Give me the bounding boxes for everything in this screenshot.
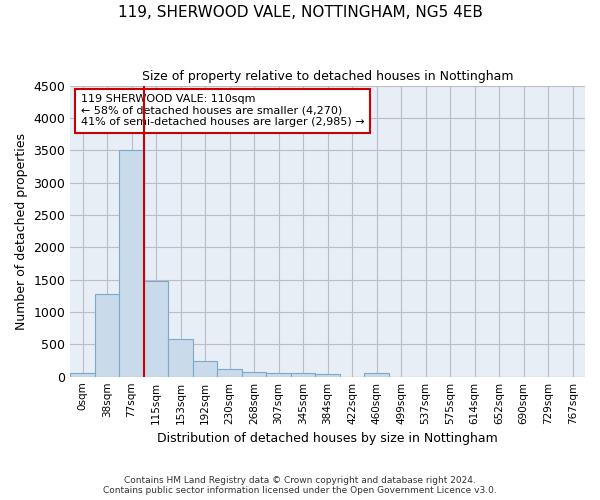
Bar xyxy=(266,373,291,376)
X-axis label: Distribution of detached houses by size in Nottingham: Distribution of detached houses by size … xyxy=(157,432,498,445)
Bar xyxy=(217,369,242,376)
Text: 119, SHERWOOD VALE, NOTTINGHAM, NG5 4EB: 119, SHERWOOD VALE, NOTTINGHAM, NG5 4EB xyxy=(118,5,482,20)
Bar xyxy=(291,374,316,376)
Bar xyxy=(316,374,340,376)
Title: Size of property relative to detached houses in Nottingham: Size of property relative to detached ho… xyxy=(142,70,514,83)
Bar xyxy=(119,150,144,376)
Bar xyxy=(169,339,193,376)
Bar xyxy=(242,372,266,376)
Bar xyxy=(193,361,217,376)
Text: 119 SHERWOOD VALE: 110sqm
← 58% of detached houses are smaller (4,270)
41% of se: 119 SHERWOOD VALE: 110sqm ← 58% of detac… xyxy=(80,94,364,128)
Bar xyxy=(70,374,95,376)
Bar xyxy=(364,374,389,376)
Bar xyxy=(144,281,169,376)
Text: Contains HM Land Registry data © Crown copyright and database right 2024.
Contai: Contains HM Land Registry data © Crown c… xyxy=(103,476,497,495)
Y-axis label: Number of detached properties: Number of detached properties xyxy=(15,132,28,330)
Bar xyxy=(95,294,119,376)
